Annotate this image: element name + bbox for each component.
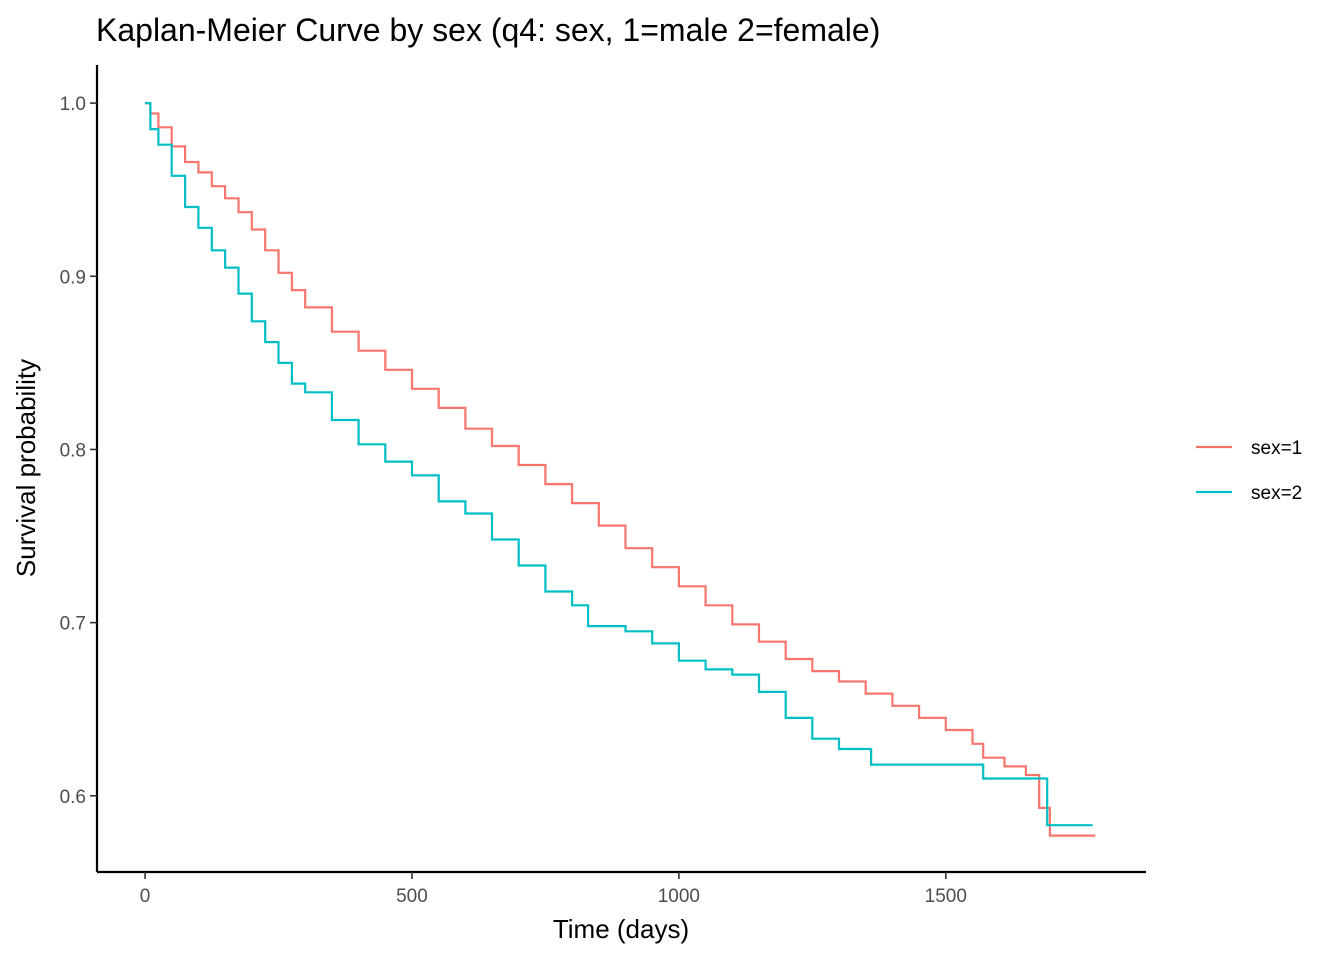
x-tick-label: 1500 <box>925 886 967 907</box>
series-line-1 <box>145 102 1096 837</box>
y-tick-label: 0.7 <box>60 614 86 635</box>
chart-title: Kaplan-Meier Curve by sex (q4: sex, 1=ma… <box>96 12 880 48</box>
y-tick-label: 0.9 <box>60 267 86 288</box>
legend: sex=1 sex=2 <box>1196 438 1302 504</box>
legend-label-2: sex=2 <box>1251 483 1302 504</box>
x-tick-label: 1000 <box>658 886 700 907</box>
x-tick-label: 500 <box>396 886 428 907</box>
x-tick-label: 0 <box>140 886 151 907</box>
y-axis-title: Survival probability <box>11 359 41 577</box>
x-axis-title: Time (days) <box>553 914 689 944</box>
series-line-2 <box>145 102 1093 827</box>
y-tick-label: 1.0 <box>60 94 86 115</box>
plot-area <box>145 102 1096 837</box>
y-axis: 0.6 0.7 0.8 0.9 1.0 <box>60 65 99 872</box>
x-axis: 0 500 1000 1500 <box>97 870 1146 907</box>
legend-label-1: sex=1 <box>1251 438 1302 459</box>
y-tick-label: 0.8 <box>60 440 86 461</box>
y-tick-label: 0.6 <box>60 787 86 808</box>
